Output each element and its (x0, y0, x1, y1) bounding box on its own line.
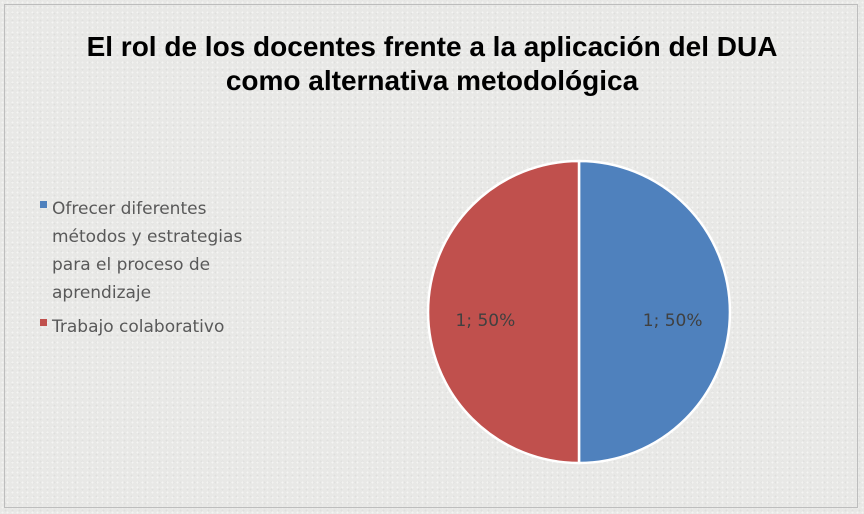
legend-item: Ofrecer diferentes métodos y estrategias… (40, 195, 280, 307)
pie-slice (426, 159, 581, 465)
legend-swatch (40, 201, 47, 208)
chart-title: El rol de los docentes frente a la aplic… (86, 31, 778, 96)
pie-slice (577, 159, 732, 465)
data-label: 1; 50% (643, 311, 703, 331)
legend: Ofrecer diferentes métodos y estrategias… (40, 195, 280, 347)
legend-label: Ofrecer diferentes métodos y estrategias… (52, 199, 243, 303)
legend-label: Trabajo colaborativo (52, 317, 225, 337)
legend-swatch (40, 319, 47, 326)
data-label: 1; 50% (456, 311, 516, 331)
chart-border (4, 4, 858, 508)
legend-item: Trabajo colaborativo (40, 313, 280, 341)
